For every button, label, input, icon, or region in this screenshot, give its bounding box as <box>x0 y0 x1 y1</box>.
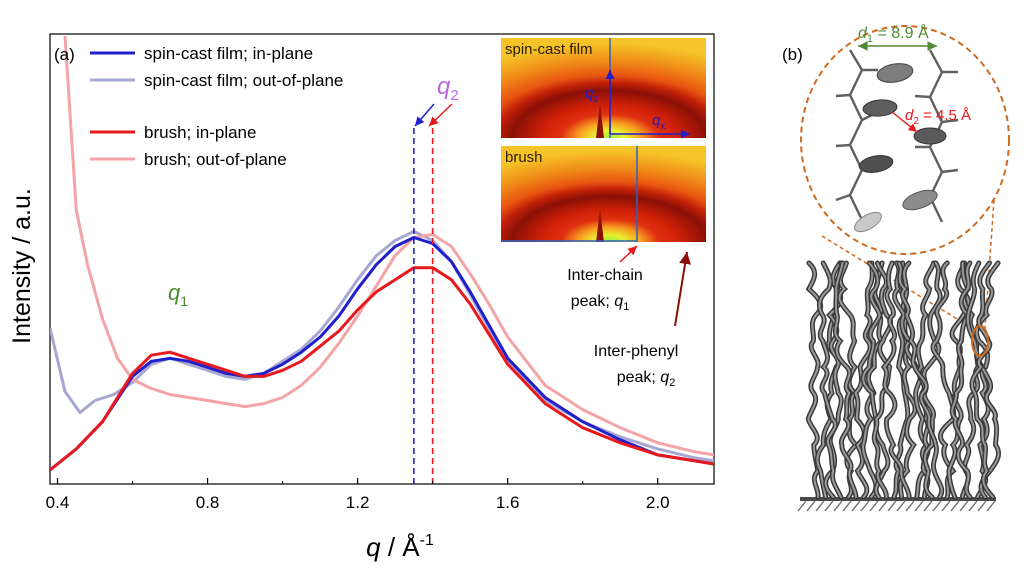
x-tick-label: 0.4 <box>46 493 70 512</box>
q1-label: q1 <box>168 280 188 309</box>
legend: spin-cast film; in-plane spin-cast film; … <box>90 44 343 169</box>
brush-chain-highlight <box>862 262 884 498</box>
series-line-2 <box>50 266 714 472</box>
interphenyl-arrow <box>674 251 692 327</box>
series-line-3 <box>63 35 714 457</box>
brush-chain-highlight <box>961 262 980 498</box>
x-axis-label: q / Å-1 <box>366 532 434 562</box>
legend-label: spin-cast film; out-of-plane <box>144 71 343 90</box>
phenyl-rings <box>854 63 947 233</box>
inset-brush: brush <box>501 146 706 242</box>
interphenyl-annot-line1: Inter-phenyl <box>594 343 679 360</box>
zoom-line-left <box>821 235 976 331</box>
x-axis: 0.4 0.8 1.2 1.6 2.0 <box>46 478 670 512</box>
brush-chain-highlight <box>834 262 857 498</box>
panel-a: 0.4 0.8 1.2 1.6 2.0 (a) Intensity / a.u. q /… <box>8 33 715 562</box>
polymer-brush <box>805 260 1001 500</box>
zoom-line-right <box>984 185 996 329</box>
legend-label: brush; out-of-plane <box>144 150 287 169</box>
x-tick-label: 0.8 <box>196 493 220 512</box>
series-line-0 <box>50 236 714 472</box>
brush-chain-highlight <box>951 262 971 498</box>
brush-substrate <box>797 497 996 512</box>
inset-bottom-label: brush <box>505 149 543 166</box>
plot-frame <box>49 33 715 485</box>
inset-top-label: spin-cast film <box>505 41 593 58</box>
legend-label: brush; in-plane <box>144 123 256 142</box>
inset-spin-cast: spin-cast film qz qx <box>501 38 706 139</box>
interchain-annot-line1: Inter-chain <box>567 267 643 284</box>
inset-qx-label: qx <box>652 112 665 132</box>
series-layer <box>50 35 714 472</box>
d2-label: d2 = 4.5 Å <box>905 107 971 127</box>
brush-chain-highlight <box>818 262 842 498</box>
x-axis-label-unit: / Å <box>381 532 421 562</box>
brush-chain-highlight <box>882 262 911 498</box>
inset-qz-label: qz <box>585 85 598 105</box>
q2-label: q2 <box>437 73 459 104</box>
interchain-arrow <box>619 245 638 263</box>
legend-label: spin-cast film; in-plane <box>144 44 313 63</box>
brush-chain-highlight <box>862 262 889 498</box>
zoom-ellipse <box>800 25 1010 255</box>
x-axis-label-exp: -1 <box>420 532 434 549</box>
q2-arrow-blue <box>414 103 435 127</box>
d2-arrow <box>891 111 918 133</box>
panel-a-label: (a) <box>54 45 75 64</box>
interphenyl-annot-line2: peak; q2 <box>617 369 676 389</box>
interchain-annot-line2: peak; q1 <box>571 293 630 313</box>
zoom-marker <box>971 325 989 357</box>
brush-chain-highlight <box>898 262 943 498</box>
panel-b: (b) d1 = 8.9 Å d2 = 4.5 Å <box>782 23 1010 512</box>
x-axis-label-var: q <box>366 532 381 562</box>
panel-b-label: (b) <box>782 45 803 64</box>
x-tick-label: 1.6 <box>496 493 520 512</box>
brush-chain-highlight <box>947 262 970 498</box>
x-tick-label: 2.0 <box>646 493 670 512</box>
y-axis-label: Intensity / a.u. <box>8 188 36 344</box>
brush-chain-highlight <box>932 262 955 498</box>
x-tick-label: 1.2 <box>346 493 370 512</box>
brush-chain-highlight <box>971 262 994 498</box>
reference-lines <box>413 128 434 484</box>
d1-label: d1 = 8.9 Å <box>858 23 929 45</box>
brush-chain-highlight <box>966 262 1000 498</box>
q2-arrow-red <box>428 103 453 127</box>
